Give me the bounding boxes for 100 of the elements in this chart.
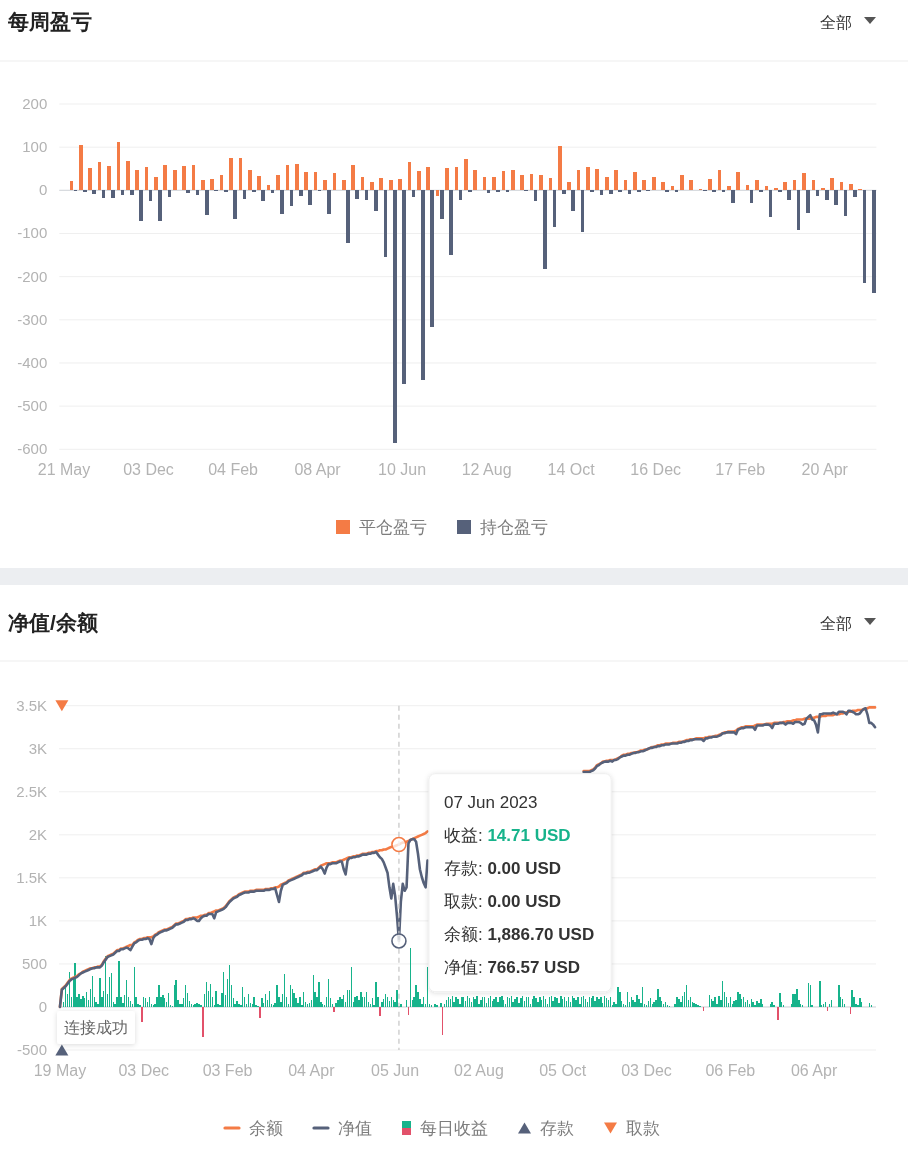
y-tick-label: 3K	[28, 739, 47, 757]
bar	[633, 172, 637, 191]
bar	[182, 166, 186, 191]
toast: 连接成功	[57, 1010, 135, 1044]
bar	[201, 179, 205, 191]
bar	[824, 190, 829, 200]
bar	[379, 177, 384, 191]
bar	[163, 164, 168, 191]
point	[55, 1044, 69, 1056]
bar	[210, 178, 215, 191]
bar	[708, 179, 712, 191]
bar	[680, 175, 684, 191]
bar	[345, 190, 350, 243]
annotation: 存款: 0.00 USD	[443, 858, 562, 878]
bar	[247, 170, 252, 191]
bar	[586, 167, 590, 191]
bar	[661, 182, 665, 191]
bar	[736, 172, 741, 191]
bar	[370, 182, 374, 191]
y-tick-label: 3.5K	[16, 696, 47, 714]
bar	[590, 190, 594, 193]
x-tick-label: 17 Feb	[715, 461, 766, 478]
legend-label: 每日收益	[420, 1119, 488, 1138]
x-tick-label: 06 Apr	[790, 1062, 838, 1079]
x-tick-label: 03 Dec	[621, 1062, 672, 1079]
bar	[642, 180, 647, 191]
y-tick-label: -600	[17, 440, 48, 458]
bar	[139, 190, 143, 221]
bar	[430, 190, 435, 327]
x-tick-label: 04 Feb	[208, 461, 259, 478]
bar	[539, 175, 543, 191]
bar	[567, 181, 571, 191]
bar	[492, 176, 496, 191]
bar	[689, 180, 694, 191]
bar	[205, 190, 209, 215]
bar	[261, 190, 266, 201]
bar	[172, 170, 177, 191]
bar	[439, 190, 444, 219]
y-tick-label: -400	[17, 353, 48, 371]
bar	[341, 179, 346, 191]
x-tick-label: 04 Apr	[288, 1062, 336, 1079]
y-tick-label: 0	[38, 181, 48, 199]
bar	[608, 190, 613, 194]
bar	[304, 171, 308, 191]
x-tick-label: 03 Dec	[118, 1062, 170, 1079]
bar	[787, 190, 792, 200]
x-tick-label: 05 Oct	[539, 1062, 587, 1079]
legend-label: 取款	[626, 1119, 660, 1138]
y-tick-label: 200	[22, 95, 48, 112]
annotation: 取款: 0.00 USD	[443, 891, 562, 911]
bar	[88, 168, 92, 191]
bar	[726, 185, 731, 191]
bar	[426, 167, 431, 191]
x-tick-label: 05 Jun	[371, 1062, 420, 1079]
y-tick-label: 100	[22, 138, 48, 156]
bar	[327, 190, 331, 215]
bar	[777, 190, 782, 193]
y-tick-label: 2K	[28, 825, 47, 843]
bar	[830, 177, 834, 191]
y-tick-label: 1K	[28, 911, 47, 929]
bar	[614, 170, 618, 191]
bar	[417, 170, 421, 191]
text: 全部	[820, 615, 852, 632]
bar	[755, 180, 759, 191]
bar	[496, 190, 500, 193]
bar	[298, 190, 303, 197]
bar	[853, 190, 857, 197]
bar	[355, 190, 359, 199]
y-tick-label: -100	[17, 224, 48, 242]
x-tick-label: 08 Apr	[294, 461, 342, 478]
bar	[561, 190, 566, 194]
annotation: 07 Jun 2023	[443, 792, 538, 812]
point	[391, 933, 407, 949]
bar	[276, 175, 280, 191]
bar	[520, 175, 525, 191]
bar	[421, 190, 425, 381]
bar	[280, 190, 284, 215]
text: 全部	[820, 14, 852, 31]
bar	[158, 190, 162, 221]
bar	[233, 190, 237, 219]
bar	[92, 190, 97, 194]
x-tick-label: 10 Jun	[378, 461, 427, 478]
bar	[618, 190, 622, 193]
x-tick-label: 03 Feb	[202, 1062, 253, 1079]
bar	[374, 190, 378, 212]
annotation: 净值: 766.57 USD	[443, 957, 581, 977]
bar	[402, 190, 406, 385]
y-tick-label: 2.5K	[16, 782, 47, 800]
bar	[571, 190, 576, 211]
bar	[186, 190, 190, 193]
bar	[392, 190, 397, 443]
bar	[595, 169, 600, 191]
bar	[468, 190, 472, 193]
chart-title: 每周盈亏	[7, 10, 92, 33]
x-tick-label: 06 Feb	[705, 1062, 756, 1079]
y-tick-label: 1.5K	[16, 868, 47, 886]
bar	[107, 165, 111, 191]
bar	[257, 175, 262, 191]
legend-label: 余额	[249, 1119, 283, 1138]
bar	[806, 190, 810, 213]
